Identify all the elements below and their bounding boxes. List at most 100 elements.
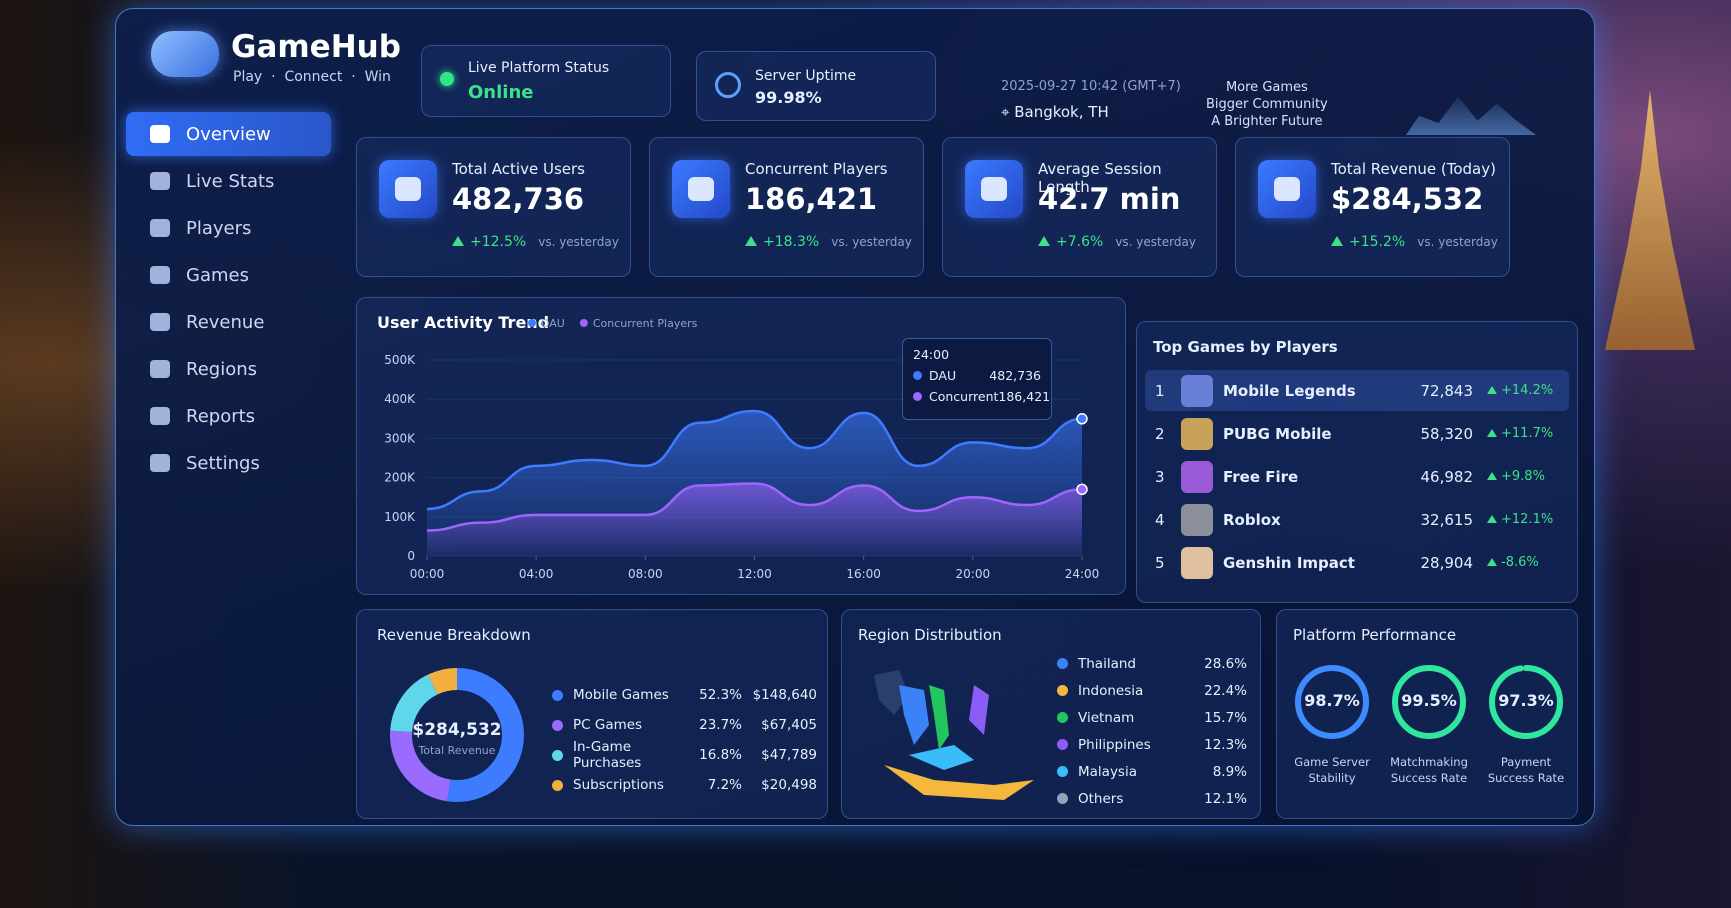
- gauge-ring: [1392, 665, 1466, 739]
- legend-dot: [1057, 739, 1068, 750]
- game-icon: [1181, 417, 1213, 450]
- nav-label: Regions: [186, 358, 257, 380]
- revenue-share: 52.3%: [699, 687, 742, 703]
- datetime: 2025-09-27 10:42 (GMT+7): [1001, 79, 1181, 94]
- nav-item[interactable]: Live Stats: [126, 159, 331, 203]
- revenue-row: In-Game Purchases 16.8% $47,789: [552, 739, 817, 771]
- game-name: Free Fire: [1223, 467, 1299, 486]
- kpi-change: +12.5%: [470, 234, 527, 250]
- nav-icon: [150, 266, 170, 284]
- region-map: [874, 670, 1034, 800]
- uptime-label: Server Uptime: [755, 68, 857, 84]
- gauge-ring: [1295, 665, 1369, 739]
- tooltip: 24:00 DAU 482,736 Concurrent 186,421: [902, 338, 1052, 420]
- uptime-icon: [715, 72, 741, 98]
- tooltip-row: Concurrent 186,421: [913, 389, 1050, 404]
- kpi-card: Total Revenue (Today) $284,532 +15.2% vs. y…: [1235, 137, 1510, 277]
- gauge: 98.7% Game Server Stability: [1285, 662, 1379, 786]
- region-name: Indonesia: [1078, 682, 1144, 699]
- game-change: +12.1%: [1501, 512, 1554, 527]
- kpi-label: Average Session Length: [1038, 160, 1162, 196]
- kpi-note: vs. yesterday: [1115, 235, 1196, 249]
- brand-tagline: Play · Connect · Win: [233, 69, 391, 85]
- status-box: Live Platform Status Online: [421, 45, 671, 117]
- nav-label: Reports: [186, 405, 256, 427]
- panel-title: Platform Performance: [1293, 626, 1457, 644]
- revenue-donut: [390, 668, 524, 802]
- revenue-amount: $67,405: [761, 717, 817, 733]
- revenue-share: 23.7%: [699, 717, 742, 733]
- tooltip-time: 24:00: [913, 347, 950, 362]
- top-games-panel: Top Games by Players 1 Mobile Legends 72,8…: [1136, 321, 1578, 603]
- kpi-value: 42.7 min: [1038, 182, 1181, 216]
- nav-icon: [150, 407, 170, 425]
- up-arrow: [1487, 558, 1497, 566]
- tooltip-dot: [913, 371, 922, 380]
- revenue-name: Subscriptions: [573, 777, 664, 793]
- nav-item[interactable]: Overview: [126, 112, 331, 156]
- region-name: Philippines: [1078, 736, 1151, 753]
- revenue-panel: Revenue Breakdown $284,532 Total Revenue…: [356, 609, 828, 819]
- game-icon: [1181, 503, 1213, 536]
- up-arrow: [1487, 515, 1497, 523]
- nav-item[interactable]: Regions: [126, 347, 331, 391]
- up-arrow: [1331, 236, 1343, 246]
- game-rank: 5: [1155, 553, 1165, 572]
- nav-label: Overview: [186, 123, 271, 145]
- map-thailand: [899, 685, 929, 745]
- nav-icon: [150, 360, 170, 378]
- game-row: 5 Genshin Impact 28,904 -8.6%: [1145, 542, 1569, 583]
- region-row: Others 12.1%: [1057, 785, 1247, 812]
- game-row: 4 Roblox 32,615 +12.1%: [1145, 499, 1569, 540]
- nav-item[interactable]: Settings: [126, 441, 331, 485]
- end-point: [1076, 413, 1088, 425]
- activity-panel: User Activity Trend DAU Concurrent Players…: [356, 297, 1126, 595]
- donut-total: $284,532: [412, 720, 502, 740]
- up-arrow: [452, 236, 464, 246]
- status-value: Online: [468, 82, 534, 103]
- legend-label: DAU: [541, 317, 565, 330]
- game-icon: [1181, 374, 1213, 407]
- panel-title: Top Games by Players: [1153, 338, 1338, 356]
- game-change-wrap: +9.8%: [1487, 469, 1559, 484]
- tooltip-value: 186,421: [998, 389, 1051, 404]
- brand-name: GameHub: [231, 29, 401, 65]
- legend-dot: [1057, 712, 1068, 723]
- legend-dot: [552, 689, 563, 701]
- map-indonesia: [884, 765, 1034, 800]
- nav-item[interactable]: Revenue: [126, 300, 331, 344]
- x-tick-label: 16:00: [846, 567, 881, 581]
- kpi-label: Total Active Users: [452, 160, 585, 178]
- game-rank: 4: [1155, 510, 1165, 529]
- nav-item[interactable]: Players: [126, 206, 331, 250]
- nav-item[interactable]: Games: [126, 253, 331, 297]
- chart-title: User Activity Trend: [377, 313, 549, 332]
- y-tick-label: 0: [407, 549, 415, 563]
- region-row: Indonesia 22.4%: [1057, 677, 1247, 704]
- kpi-icon: [379, 160, 437, 218]
- nav-icon: [150, 172, 170, 190]
- map-land: [874, 670, 909, 715]
- region-share: 12.3%: [1204, 736, 1247, 753]
- kpi-value: 482,736: [452, 182, 585, 216]
- gauge-label: Payment Success Rate: [1487, 755, 1565, 785]
- revenue-name: Mobile Games: [573, 687, 669, 703]
- gauge-label: Game Server Stability: [1294, 755, 1370, 785]
- kpi-change-wrap: +18.3% vs. yesterday: [745, 234, 912, 250]
- tooltip-name: Concurrent: [929, 389, 999, 404]
- legend-dot: [1057, 793, 1068, 804]
- nav-item[interactable]: Reports: [126, 394, 331, 438]
- region-panel: Region Distribution Thailand 28.6% Indones…: [841, 609, 1261, 819]
- series-line: [426, 482, 1083, 532]
- kpi-change-wrap: +7.6% vs. yesterday: [1038, 234, 1196, 250]
- up-arrow: [745, 236, 757, 246]
- region-name: Thailand: [1078, 655, 1136, 672]
- y-tick-label: 200K: [384, 471, 416, 485]
- x-tick-label: 24:00: [1065, 567, 1100, 581]
- game-change: +11.7%: [1501, 426, 1554, 441]
- region-row: Malaysia 8.9%: [1057, 758, 1247, 785]
- panel-title: Revenue Breakdown: [377, 626, 531, 644]
- kpi-card: Average Session Length 42.7 min +7.6% vs. y…: [942, 137, 1217, 277]
- slogan-line: More Games: [1225, 80, 1308, 95]
